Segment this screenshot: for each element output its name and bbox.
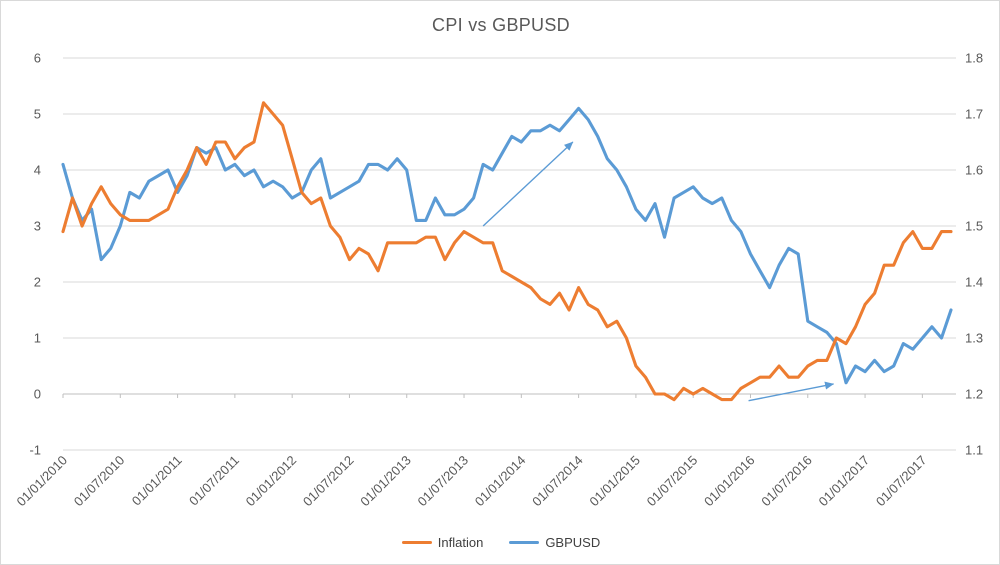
y-axis-left-tick-label: 3 bbox=[34, 219, 41, 234]
data-series bbox=[61, 101, 953, 402]
y-axis-right-tick-label: 1.5 bbox=[965, 219, 983, 234]
y-axis-right-tick-label: 1.2 bbox=[965, 387, 983, 402]
y-axis-right-tick-label: 1.8 bbox=[965, 51, 983, 66]
x-axis-tick-label: 01/01/2010 bbox=[13, 453, 70, 510]
y-axis-right-tick-label: 1.1 bbox=[965, 443, 983, 458]
x-axis-tick-label: 01/07/2010 bbox=[71, 453, 128, 510]
annotation-arrow bbox=[748, 381, 835, 402]
y-axis-right-tick-label: 1.7 bbox=[965, 107, 983, 122]
y-axis-left-tick-label: 1 bbox=[34, 331, 41, 346]
y-axis-left-tick-label: 2 bbox=[34, 275, 41, 290]
y-axis-left-tick-label: 5 bbox=[34, 107, 41, 122]
x-axis-tick-label: 01/07/2014 bbox=[529, 453, 586, 510]
y-axis-left-tick-label: -1 bbox=[29, 443, 41, 458]
annotation-arrow bbox=[482, 141, 574, 227]
gridlines bbox=[63, 57, 956, 451]
x-axis-tick-label: 01/01/2011 bbox=[129, 453, 185, 509]
x-axis-tick-label: 01/07/2011 bbox=[186, 453, 242, 509]
x-axis-tick-label: 01/01/2014 bbox=[472, 453, 529, 510]
legend-label-gbpusd: GBPUSD bbox=[545, 535, 601, 550]
axis-labels: 6 5 4 3 2 1 0 -1 1.8 1.7 1.6 1.5 1.4 1.3 1.2 1.1 01/01/2… bbox=[13, 51, 983, 510]
y-axis-left-tick-label: 6 bbox=[34, 51, 41, 66]
y-axis-right-tick-label: 1.3 bbox=[965, 331, 983, 346]
y-axis-left-tick-label: 0 bbox=[34, 387, 41, 402]
annotation-arrows bbox=[482, 141, 835, 402]
y-axis-left-tick-label: 4 bbox=[34, 163, 41, 178]
gbpusd-line-swatch bbox=[509, 541, 540, 544]
inflation-line bbox=[61, 101, 953, 402]
legend-item-inflation: Inflation bbox=[401, 535, 484, 550]
y-axis-right-tick-label: 1.4 bbox=[965, 275, 983, 290]
axes bbox=[62, 393, 956, 398]
x-axis-tick-label: 01/01/2012 bbox=[243, 453, 300, 510]
x-axis-tick-label: 01/01/2016 bbox=[701, 453, 758, 510]
x-axis-tick-label: 01/01/2015 bbox=[586, 453, 643, 510]
x-axis-tick-label: 01/07/2015 bbox=[644, 453, 701, 510]
y-axis-right-tick-label: 1.6 bbox=[965, 163, 983, 178]
x-axis-tick-label: 01/07/2017 bbox=[873, 453, 930, 510]
legend-label-inflation: Inflation bbox=[437, 535, 484, 550]
x-axis-tick-label: 01/07/2013 bbox=[415, 453, 472, 510]
legend-item-gbpusd: GBPUSD bbox=[509, 535, 600, 550]
x-axis-tick-label: 01/07/2016 bbox=[758, 453, 815, 510]
x-axis-tick-label: 01/01/2017 bbox=[816, 453, 873, 510]
chart-title: CPI vs GBPUSD bbox=[432, 15, 570, 35]
legend: Inflation GBPUSD bbox=[1, 535, 999, 550]
x-axis-tick-label: 01/01/2013 bbox=[357, 453, 414, 510]
x-axis-tick-label: 01/07/2012 bbox=[300, 453, 357, 510]
inflation-line-swatch bbox=[401, 541, 432, 544]
